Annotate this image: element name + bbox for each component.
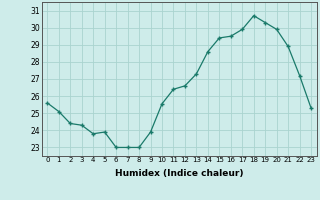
X-axis label: Humidex (Indice chaleur): Humidex (Indice chaleur) <box>115 169 244 178</box>
